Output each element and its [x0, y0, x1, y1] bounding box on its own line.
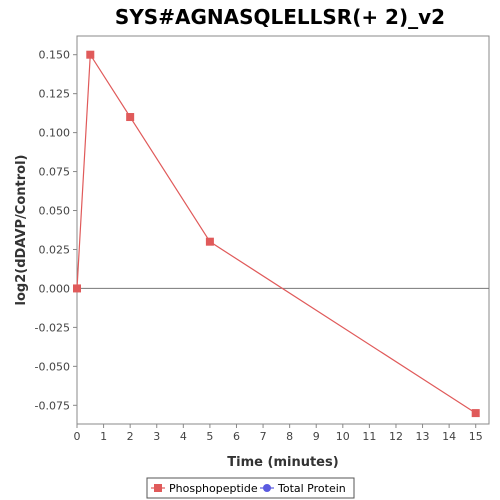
x-tick-label: 4: [180, 430, 187, 443]
y-tick-label: 0.050: [39, 205, 71, 218]
plot-area: [76, 35, 490, 425]
x-axis-label: Time (minutes): [227, 455, 338, 470]
chart-title: SYS#AGNASQLELLSR(+ 2)_v2: [115, 5, 445, 29]
legend-label: Phosphopeptide: [169, 482, 258, 495]
x-tick-label: 12: [389, 430, 403, 443]
x-tick-label: 5: [206, 430, 213, 443]
x-tick-label: 1: [100, 430, 107, 443]
y-axis-label: log2(dDAVP/Control): [14, 155, 29, 306]
x-tick-label: 10: [336, 430, 350, 443]
legend-box: [146, 477, 355, 499]
x-tick-label: 15: [469, 430, 483, 443]
x-tick-label: 6: [233, 430, 240, 443]
x-tick-label: 11: [362, 430, 376, 443]
y-tick-label: 0.100: [39, 127, 71, 140]
x-tick-label: 8: [286, 430, 293, 443]
legend-label: Total Protein: [277, 482, 346, 495]
x-tick-label: 7: [260, 430, 267, 443]
x-tick-label: 13: [416, 430, 430, 443]
x-tick-label: 3: [153, 430, 160, 443]
data-point: [205, 237, 214, 246]
legend-circle-marker: [263, 484, 271, 492]
data-point: [471, 409, 480, 418]
y-tick-label: -0.050: [35, 360, 70, 373]
data-point: [126, 113, 135, 122]
legend: Phosphopeptide Total Protein: [146, 477, 355, 499]
x-tick-label: 2: [127, 430, 134, 443]
y-tick-label: 0.150: [39, 49, 71, 62]
x-tick-label: 14: [442, 430, 456, 443]
y-tick-label: 0.125: [39, 88, 71, 101]
x-tick-label: 0: [74, 430, 81, 443]
legend-square-marker: [154, 484, 162, 492]
y-tick-label: -0.025: [35, 321, 70, 334]
y-tick-label: 0.025: [39, 243, 71, 256]
y-tick-label: 0.075: [39, 166, 71, 179]
data-point: [73, 284, 81, 293]
y-tick-label: -0.075: [35, 399, 70, 412]
data-point: [86, 50, 95, 59]
x-tick-label: 9: [313, 430, 320, 443]
y-tick-label: 0.000: [39, 282, 71, 295]
